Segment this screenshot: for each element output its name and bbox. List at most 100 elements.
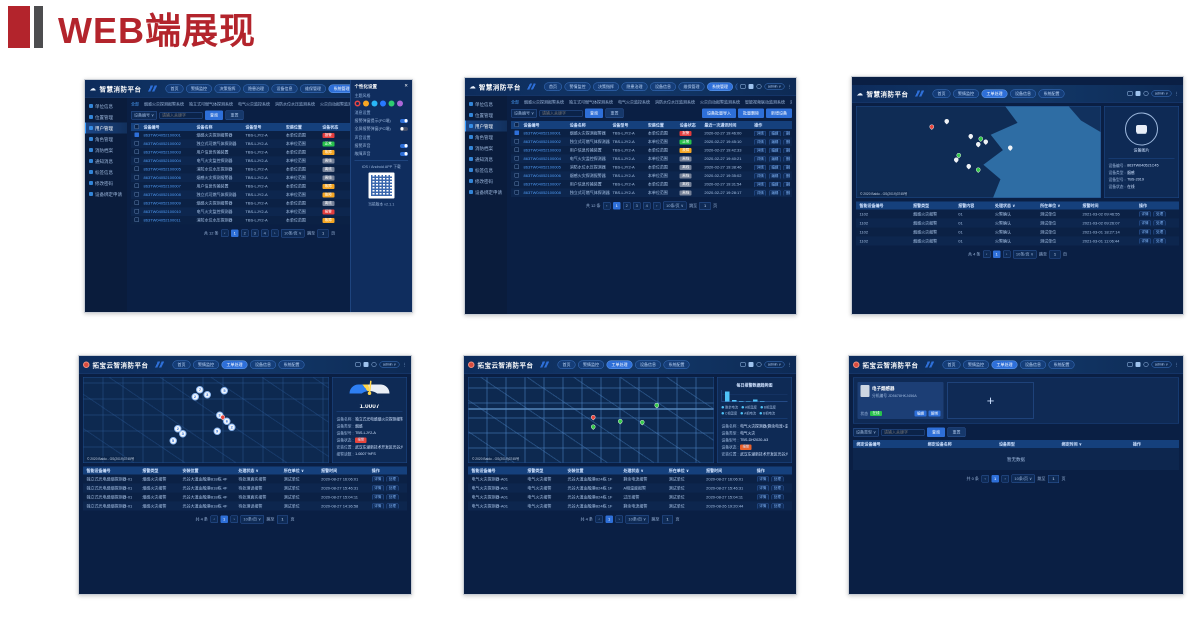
device-id[interactable]: 863TW04052100001 bbox=[523, 131, 561, 136]
row-checkbox[interactable] bbox=[514, 173, 519, 178]
pager-next[interactable]: › bbox=[230, 515, 238, 523]
device-id[interactable]: 863TW04052100004 bbox=[143, 158, 181, 164]
nav-pill[interactable]: 首页 bbox=[165, 84, 184, 93]
nav-pill[interactable]: 维保管理 bbox=[300, 84, 327, 93]
detail-button[interactable]: 详情 bbox=[371, 503, 384, 509]
table-row[interactable]: 1102 烟感火灾报警 01 火警确认 测试单位 2021-03-01 18:2… bbox=[856, 227, 1179, 237]
alarm-map-pin[interactable] bbox=[653, 402, 661, 409]
nav-pill[interactable]: 警情监控 bbox=[963, 360, 990, 369]
message-icon[interactable] bbox=[1127, 91, 1133, 96]
device-id[interactable]: 863TW04052100011 bbox=[143, 218, 181, 223]
nav-pill[interactable]: 决策指挥 bbox=[592, 82, 619, 91]
delete-button[interactable]: 删除 bbox=[783, 156, 790, 162]
toggle-switch[interactable] bbox=[400, 151, 408, 156]
row-checkbox[interactable] bbox=[514, 147, 519, 152]
search-button[interactable]: 查询 bbox=[927, 427, 946, 437]
fullscreen-icon[interactable] bbox=[1135, 362, 1141, 367]
more-icon[interactable]: ⋮ bbox=[787, 361, 793, 367]
filter-field-select[interactable]: 设备编号 ∨ bbox=[131, 111, 158, 120]
cluster-marker[interactable]: 5 bbox=[169, 437, 177, 445]
handle-button[interactable]: 处理 bbox=[1153, 238, 1166, 244]
alarm-map-pin[interactable] bbox=[967, 132, 975, 140]
detail-button[interactable]: 详情 bbox=[754, 173, 767, 179]
nav-pill[interactable]: 设备信息 bbox=[635, 360, 662, 369]
fullscreen-icon[interactable] bbox=[748, 362, 754, 367]
pager-jump-input[interactable] bbox=[1048, 474, 1060, 483]
device-id[interactable]: 863TW04052100009 bbox=[143, 201, 181, 206]
more-icon[interactable]: ⋮ bbox=[1174, 361, 1180, 367]
search-input[interactable] bbox=[539, 109, 583, 117]
add-device-card[interactable]: + bbox=[947, 382, 1034, 419]
pager-page[interactable]: 1 bbox=[613, 202, 621, 210]
batch-delete-button[interactable]: 批量删除 bbox=[738, 108, 764, 118]
edit-button[interactable]: 编辑 bbox=[768, 190, 781, 196]
pager-jump-input[interactable] bbox=[662, 515, 674, 524]
delete-button[interactable]: 删除 bbox=[783, 173, 790, 179]
filter-field-select[interactable]: 设备类型 ∨ bbox=[853, 428, 880, 437]
row-checkbox[interactable] bbox=[134, 217, 139, 222]
sidebar-item[interactable]: 位置管理 bbox=[85, 112, 127, 123]
detail-button[interactable]: 详情 bbox=[754, 190, 767, 196]
sidebar-item[interactable]: 通知消息 bbox=[85, 156, 127, 167]
delete-button[interactable]: 删除 bbox=[783, 164, 790, 170]
sidebar-item[interactable]: 角色管理 bbox=[465, 132, 507, 143]
page-size-select[interactable]: 10条/页 ∨ bbox=[281, 229, 305, 238]
street-map[interactable]: © 2020 Baidu - GS(2019)3745号 bbox=[468, 377, 714, 463]
device-id[interactable]: 863TW04052100007 bbox=[523, 182, 561, 187]
delete-button[interactable]: 删除 bbox=[783, 147, 790, 153]
nav-pill[interactable]: 警情监控 bbox=[186, 84, 213, 93]
delete-button[interactable]: 删除 bbox=[783, 139, 790, 145]
detail-button[interactable]: 详情 bbox=[754, 130, 767, 136]
edit-button[interactable]: 编辑 bbox=[768, 147, 781, 153]
device-id[interactable]: 863TW04052100006 bbox=[143, 175, 181, 181]
system-tab[interactable]: 烟感火灾探测报警系统 bbox=[144, 102, 184, 107]
table-row[interactable]: 1102 烟感火灾报警 01 火警确认 测试单位 2021-03-02 09:2… bbox=[856, 218, 1179, 228]
message-icon[interactable] bbox=[740, 362, 746, 367]
pager-page[interactable]: 2 bbox=[241, 229, 249, 237]
pager-prev[interactable]: ‹ bbox=[603, 202, 611, 210]
page-size-select[interactable]: 10条/页 ∨ bbox=[625, 515, 650, 524]
device-id[interactable]: 863TW04052100008 bbox=[523, 190, 561, 196]
more-icon[interactable]: ⋮ bbox=[402, 361, 408, 367]
china-map[interactable]: © 2020 Baidu - GS(2019)3745号 bbox=[856, 106, 1101, 198]
nav-pill[interactable]: 设备信息 bbox=[1010, 89, 1037, 98]
handle-button[interactable]: 处理 bbox=[386, 485, 399, 491]
nav-pill[interactable]: 警情监控 bbox=[578, 360, 605, 369]
nav-pill[interactable]: 首页 bbox=[172, 360, 191, 369]
theme-color-swatch[interactable] bbox=[397, 100, 403, 107]
sidebar-item[interactable]: 标签信息 bbox=[85, 167, 127, 178]
sidebar-item[interactable]: 修改密码 bbox=[465, 176, 507, 187]
sidebar-item[interactable]: 消防档案 bbox=[85, 145, 127, 156]
alarm-map-pin[interactable] bbox=[617, 418, 624, 425]
sidebar-item[interactable]: 消防档案 bbox=[465, 143, 507, 154]
edit-button[interactable]: 编辑 bbox=[768, 156, 781, 162]
nav-pill[interactable]: 设备信息 bbox=[271, 84, 298, 93]
edit-button[interactable]: 编辑 bbox=[768, 181, 781, 187]
pager-next[interactable]: › bbox=[271, 229, 279, 237]
system-tab[interactable]: 智能视频联动监测系统 bbox=[745, 100, 785, 105]
nav-pill[interactable]: 工单 bbox=[735, 82, 738, 91]
nav-pill[interactable]: 设备信息 bbox=[1020, 360, 1047, 369]
search-input[interactable] bbox=[881, 428, 925, 436]
row-checkbox[interactable] bbox=[134, 200, 139, 205]
sidebar-item[interactable]: 单位信息 bbox=[85, 101, 127, 112]
theme-color-swatch[interactable] bbox=[354, 100, 361, 107]
alarm-map-pin[interactable] bbox=[982, 138, 989, 145]
row-checkbox[interactable] bbox=[134, 166, 139, 171]
more-icon[interactable]: ⋮ bbox=[787, 83, 793, 89]
pager-page[interactable]: 1 bbox=[231, 229, 239, 237]
handle-button[interactable]: 处理 bbox=[771, 494, 784, 500]
more-icon[interactable]: ⋮ bbox=[1174, 90, 1180, 96]
detail-button[interactable]: 详情 bbox=[754, 147, 767, 153]
pager-prev[interactable]: ‹ bbox=[981, 475, 989, 483]
user-menu[interactable]: admin ∨ bbox=[1151, 361, 1172, 368]
device-id[interactable]: 863TW04052100002 bbox=[523, 139, 561, 145]
table-row[interactable]: 863TW04052100006 烟感火灾探测报警器 TBS-LJY2-A 本单… bbox=[511, 171, 792, 180]
pager-jump-input[interactable] bbox=[277, 515, 289, 524]
cluster-marker[interactable]: 2 bbox=[191, 392, 199, 401]
add-device-button[interactable]: 新增设备 bbox=[766, 108, 792, 118]
filter-field-select[interactable]: 设备编号 ∨ bbox=[511, 109, 538, 118]
sidebar-item[interactable]: 修改密码 bbox=[85, 178, 127, 189]
device-id[interactable]: 863TW04052100001 bbox=[143, 133, 181, 138]
handle-button[interactable]: 处理 bbox=[1153, 229, 1166, 235]
